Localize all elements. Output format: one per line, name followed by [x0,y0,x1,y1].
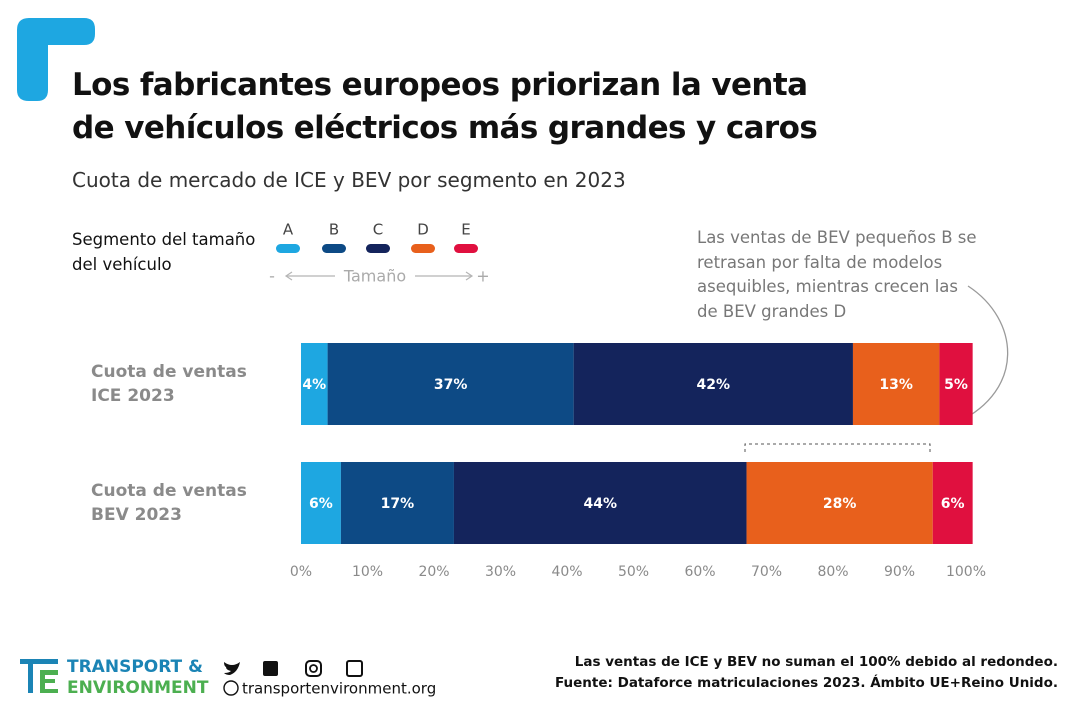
legend-swatch [322,244,346,253]
legend-label: E [461,221,470,239]
size-high: + [476,267,489,286]
value-label: 6% [941,496,965,512]
corner-decoration [17,18,95,101]
value-label: 42% [697,377,731,393]
logo-icon [20,659,58,693]
website[interactable]: transportenvironment.org [242,680,436,698]
footer-source: Fuente: Dataforce matriculaciones 2023. … [554,675,1058,691]
size-low: - [269,267,275,286]
value-label: 5% [944,377,968,393]
value-label: 4% [302,377,326,393]
legend-label: D [417,221,429,239]
legend-swatch [276,244,300,253]
x-tick-label: 20% [418,564,449,580]
facebook-icon[interactable] [263,661,278,676]
x-tick-label: 30% [485,564,516,580]
x-tick-label: 60% [684,564,715,580]
x-tick-label: 90% [884,564,915,580]
legend-label: C [373,221,383,239]
legend-title: Segmento del tamaño del vehículo [72,230,256,274]
x-tick-label: 70% [751,564,782,580]
size-arrow-head [465,271,474,281]
twitter-icon[interactable] [224,662,240,675]
chart-subtitle: Cuota de mercado de ICE y BEV por segmen… [72,168,626,192]
bar-segment [340,462,454,544]
legend-label: B [329,221,339,239]
annotation-bracket [744,443,931,452]
legend-swatch [366,244,390,253]
value-label: 6% [309,496,333,512]
bar-segment [453,462,747,544]
bar-segment [327,343,574,425]
x-tick-label: 100% [946,564,986,580]
bar-segment [939,343,973,425]
logo-line1: TRANSPORT & [67,657,203,677]
bar-segment [746,462,933,544]
bar-segment [573,343,853,425]
bar-segment [301,343,328,425]
bar-segment [301,462,341,544]
x-tick-label: 10% [352,564,383,580]
value-label: 37% [434,377,468,393]
x-tick-label: 80% [817,564,848,580]
y-category-label: Cuota de ventas ICE 2023 [91,362,247,406]
annotation: Las ventas de BEV pequeños B se retrasan… [697,228,977,321]
bar-segment [932,462,973,544]
size-arrow-head [284,271,293,281]
value-label: 28% [823,496,857,512]
value-label: 17% [381,496,415,512]
linkedin-icon[interactable] [346,660,363,677]
value-label: 44% [583,496,617,512]
globe-icon [223,680,239,696]
size-label: Tamaño [343,267,406,286]
x-tick-label: 40% [551,564,582,580]
instagram-icon-lens [309,664,318,673]
x-tick-label: 0% [290,564,312,580]
footer-note: Las ventas de ICE y BEV no suman el 100%… [574,654,1058,670]
legend-swatch [454,244,478,253]
y-category-label: Cuota de ventas BEV 2023 [91,481,247,525]
instagram-icon[interactable] [305,660,322,677]
value-label: 13% [879,377,913,393]
legend-swatch [411,244,435,253]
chart-title: Los fabricantes europeos priorizan la ve… [72,67,818,146]
annotation-arrow [957,285,1009,423]
bar-segment [852,343,940,425]
legend-label: A [283,221,294,239]
x-tick-label: 50% [618,564,649,580]
logo-line2: ENVIRONMENT [67,678,209,698]
